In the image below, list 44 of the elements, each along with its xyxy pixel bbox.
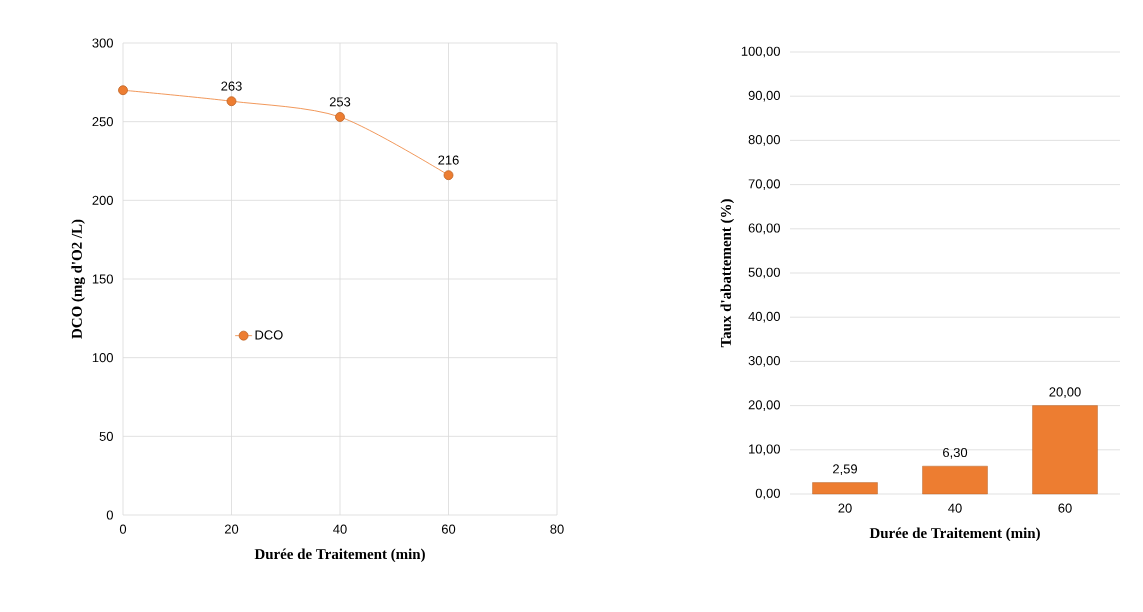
y-tick-label: 0 — [106, 510, 113, 520]
y-tick-label: 300 — [92, 38, 113, 48]
data-label: 253 — [329, 97, 351, 107]
data-label: 216 — [438, 155, 459, 165]
y-tick-label: 100 — [92, 353, 113, 363]
data-label: 6,30 — [943, 447, 968, 459]
x-tick-label: 60 — [441, 524, 456, 534]
y-tick-label: 10,00 — [749, 444, 780, 456]
y-tick-label: 70,00 — [748, 179, 780, 190]
x-tick-label: 40 — [333, 524, 347, 534]
y-tick-label: 50,00 — [748, 267, 780, 279]
x-axis-title: Durée de Traitement (min) — [254, 548, 425, 563]
x-tick-label: 40 — [948, 503, 962, 513]
y-tick-label: 80,00 — [748, 135, 780, 146]
x-tick-label: 80 — [550, 524, 564, 534]
point — [443, 170, 454, 181]
y-tick-label: 100,00 — [741, 46, 780, 58]
y-tick-label: 30,00 — [748, 356, 780, 367]
x-tick-label: 20 — [838, 503, 852, 513]
x-tick-label: 20 — [224, 524, 239, 534]
y-tick-label: 150 — [92, 274, 113, 284]
bar — [922, 465, 988, 495]
x-axis-title: Durée de Traitement (min) — [869, 527, 1040, 542]
point — [226, 96, 237, 107]
point — [335, 112, 345, 122]
y-tick-label: 40,00 — [748, 311, 780, 323]
y-tick-label: 250 — [92, 117, 113, 127]
y-tick-label: 60,00 — [748, 223, 780, 235]
y-tick-label: 90,00 — [748, 90, 780, 102]
y-tick-label: 200 — [92, 195, 113, 205]
y-tick-label: 20,00 — [748, 400, 780, 411]
data-label: 2,59 — [833, 464, 857, 476]
bar — [812, 482, 878, 495]
y-axis-title: Taux d'abattement (%) — [720, 199, 735, 348]
y-axis-title: DCO (mg d'O2 /L) — [71, 219, 86, 339]
x-tick-label: 60 — [1058, 503, 1072, 513]
point — [118, 85, 128, 96]
data-label: 20,00 — [1049, 387, 1081, 399]
data-label: 263 — [221, 81, 242, 91]
x-tick-label: 0 — [119, 524, 127, 534]
y-tick-label: 50 — [99, 431, 113, 441]
y-tick-label: 0,00 — [755, 488, 780, 500]
legend-label: DCO — [255, 330, 283, 340]
bar — [1032, 405, 1098, 495]
